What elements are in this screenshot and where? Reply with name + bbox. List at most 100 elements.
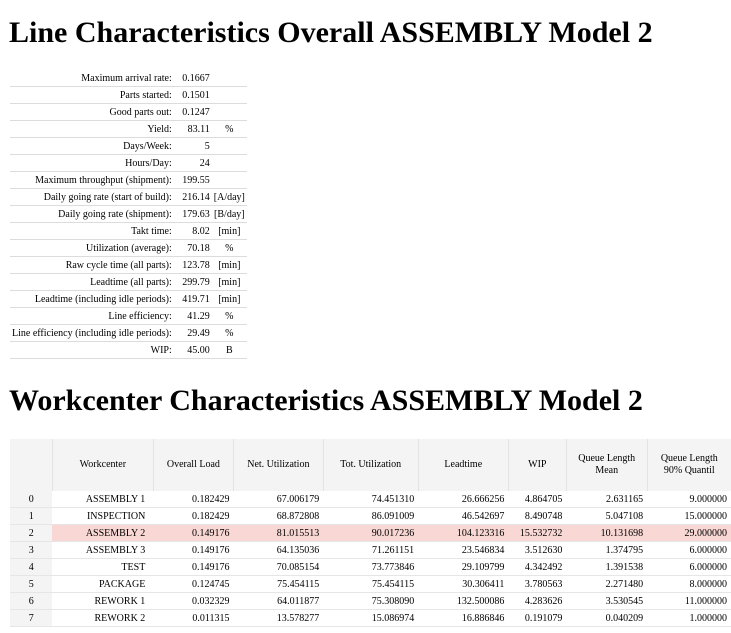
table-cell: 3.512630 — [508, 541, 567, 559]
line-value: 199.55 — [173, 171, 212, 189]
table-cell: 6.000000 — [647, 541, 731, 559]
table-cell: 75.454115 — [323, 575, 419, 593]
line-value: 299.79 — [173, 273, 212, 291]
table-cell: 2.631165 — [566, 491, 648, 508]
line-row: Utilization (average): 70.18% — [10, 239, 247, 257]
column-header: Workcenter — [51, 439, 154, 491]
line-row: Takt time: 8.02 [min] — [10, 222, 247, 240]
line-value: 24 — [173, 154, 212, 172]
column-header: Net. Utilization — [232, 439, 324, 491]
table-cell: 74.451310 — [323, 491, 419, 508]
workcenter-characteristics-title: Workcenter Characteristics ASSEMBLY Mode… — [9, 384, 643, 417]
table-cell: 0.149176 — [153, 558, 234, 576]
table-cell: 0.182429 — [153, 491, 234, 508]
line-label: Leadtime (including idle periods): — [10, 290, 174, 308]
line-row: Leadtime (all parts): 299.79 [min] — [10, 273, 247, 291]
line-row: WIP: 45.00 B — [10, 341, 247, 359]
workcenter-name: REWORK 1 — [52, 592, 154, 610]
table-cell: 9.000000 — [647, 491, 731, 508]
row-index: 7 — [10, 609, 53, 627]
line-label: Line efficiency: — [10, 307, 174, 325]
table-cell: 16.886846 — [418, 609, 509, 627]
line-row: Hours/Day: 24 — [10, 154, 247, 172]
table-cell: 0.191079 — [508, 609, 567, 627]
workcenter-characteristics-table: Workcenter Overall Load Net. Utilization To… — [10, 439, 731, 627]
line-label: Days/Week: — [10, 137, 174, 155]
line-label: Takt time: — [10, 222, 174, 240]
table-cell: 26.666256 — [418, 491, 509, 508]
line-row: Good parts out: 0.1247 — [10, 103, 247, 121]
line-label: Good parts out: — [10, 103, 174, 121]
row-index: 5 — [10, 575, 53, 593]
line-value: 0.1247 — [173, 103, 212, 121]
row-index: 4 — [10, 558, 53, 576]
line-value: 216.14 — [173, 188, 212, 206]
line-value: 5 — [173, 137, 212, 155]
line-value: 419.71 — [173, 290, 212, 308]
table-cell: 73.773846 — [323, 558, 419, 576]
table-cell: 3.780563 — [508, 575, 567, 593]
line-value: 70.18 — [173, 239, 212, 257]
table-cell: 13.578277 — [233, 609, 324, 627]
line-characteristics-title: Line Characteristics Overall ASSEMBLY Mo… — [9, 16, 653, 49]
row-index: 3 — [10, 541, 53, 559]
table-cell: 86.091009 — [323, 507, 419, 525]
table-cell: 132.500086 — [418, 592, 509, 610]
workcenter-name: ASSEMBLY 3 — [52, 541, 154, 559]
table-cell: 0.011315 — [153, 609, 234, 627]
table-row: 4 TEST 0.149176 70.085154 73.773846 29.109799… — [10, 558, 731, 576]
line-unit: [min] — [211, 273, 247, 291]
table-cell: 10.131698 — [566, 524, 648, 542]
line-unit: [min] — [211, 256, 247, 274]
line-row: Maximum throughput (shipment): 199.55 — [10, 171, 247, 189]
table-cell: 81.015513 — [233, 524, 324, 542]
table-row: 3 ASSEMBLY 3 0.149176 64.135036 71.261151 23.… — [10, 541, 731, 559]
table-cell: 23.546834 — [418, 541, 509, 559]
line-value: 29.49 — [173, 324, 212, 342]
line-unit: [min] — [211, 290, 247, 308]
table-row: 6 REWORK 1 0.032329 64.011877 75.308090 132.5… — [10, 592, 731, 610]
line-unit — [211, 137, 247, 155]
line-unit: % — [211, 307, 247, 325]
table-cell: 67.006179 — [233, 491, 324, 508]
column-header: Queue Length Mean — [565, 439, 648, 491]
table-cell: 104.123316 — [418, 524, 509, 542]
row-index: 1 — [10, 507, 53, 525]
table-cell: 6.000000 — [647, 558, 731, 576]
line-label: Line efficiency (including idle periods)… — [10, 324, 174, 342]
line-row: Parts started: 0.1501 — [10, 86, 247, 104]
column-header: Overall Load — [152, 439, 234, 491]
line-value: 45.00 — [173, 341, 212, 359]
line-row: Daily going rate (shipment): 179.63 [B/day… — [10, 205, 247, 223]
line-unit: [A/day] — [211, 188, 247, 206]
row-index: 6 — [10, 592, 53, 610]
table-row: 1 INSPECTION 0.182429 68.872808 86.091009 46.… — [10, 507, 731, 525]
table-cell: 8.490748 — [508, 507, 567, 525]
column-header: Tot. Utilization — [322, 439, 419, 491]
table-cell: 64.135036 — [233, 541, 324, 559]
line-unit — [211, 86, 247, 104]
table-cell: 0.149176 — [153, 524, 234, 542]
table-cell: 15.086974 — [323, 609, 419, 627]
table-cell: 15.532732 — [508, 524, 567, 542]
line-value: 179.63 — [173, 205, 212, 223]
table-row: 0 ASSEMBLY 1 0.182429 67.006179 74.451310 26.… — [10, 491, 731, 508]
line-unit — [211, 103, 247, 121]
line-label: WIP: — [10, 341, 174, 359]
row-index: 0 — [10, 491, 53, 508]
column-header: WIP — [507, 439, 567, 491]
table-cell: 68.872808 — [233, 507, 324, 525]
row-index: 2 — [10, 524, 53, 542]
table-cell: 4.283626 — [508, 592, 567, 610]
workcenter-name: INSPECTION — [52, 507, 154, 525]
table-cell: 0.040209 — [566, 609, 648, 627]
line-row: Line efficiency: 41.29% — [10, 307, 247, 325]
table-cell: 1.391538 — [566, 558, 648, 576]
line-label: Daily going rate (start of build): — [10, 188, 174, 206]
table-cell: 46.542697 — [418, 507, 509, 525]
workcenter-name: PACKAGE — [52, 575, 154, 593]
table-cell: 30.306411 — [418, 575, 509, 593]
table-cell: 1.374795 — [566, 541, 648, 559]
line-row: Raw cycle time (all parts): 123.78 [min] — [10, 256, 247, 274]
table-cell: 4.864705 — [508, 491, 567, 508]
